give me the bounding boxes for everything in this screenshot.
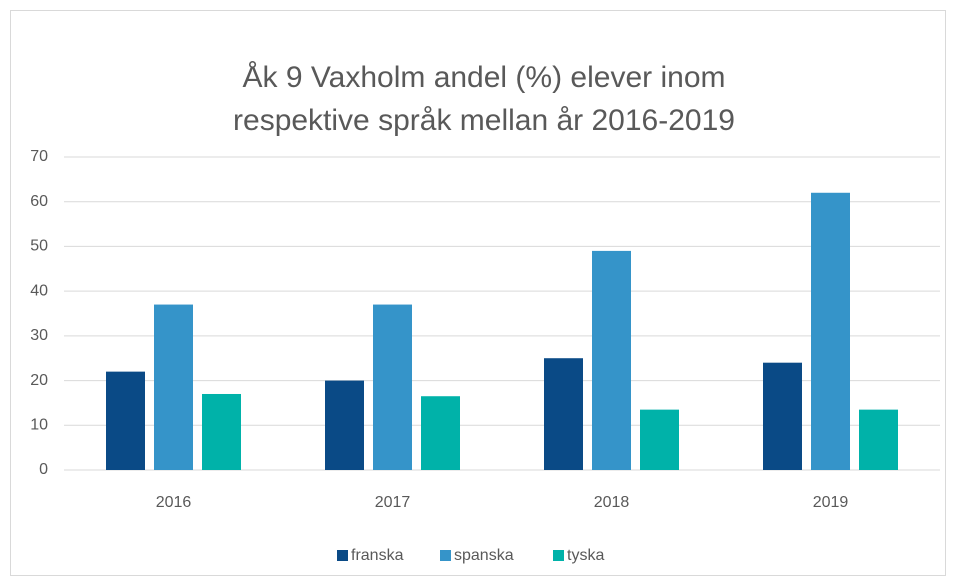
chart-title: Åk 9 Vaxholm andel (%) elever inom respe…: [233, 61, 735, 137]
legend-swatch: [440, 550, 451, 561]
bar: [859, 409, 898, 470]
chart-frame: [10, 10, 946, 576]
y-tick-label: 10: [30, 417, 48, 434]
bar: [421, 396, 460, 470]
bar: [592, 250, 631, 470]
legend-label: franska: [351, 547, 404, 564]
x-tick-label: 2017: [375, 494, 411, 511]
y-tick-label: 50: [30, 238, 48, 255]
legend-label: spanska: [454, 547, 514, 564]
y-tick-label: 0: [39, 461, 48, 478]
y-tick-label: 60: [30, 193, 48, 210]
x-tick-label: 2019: [813, 494, 849, 511]
bar: [763, 362, 802, 470]
bar: [640, 409, 679, 470]
y-tick-label: 40: [30, 282, 48, 299]
y-tick-label: 20: [30, 372, 48, 389]
bar: [202, 393, 241, 470]
bar: [373, 304, 412, 470]
bar: [811, 192, 850, 470]
y-tick-label: 30: [30, 327, 48, 344]
y-tick-label: 70: [30, 148, 48, 165]
x-tick-label: 2018: [594, 494, 630, 511]
bar: [544, 358, 583, 470]
legend-label: tyska: [567, 547, 604, 564]
x-tick-label: 2016: [156, 494, 192, 511]
bar: [325, 380, 364, 470]
legend-swatch: [337, 550, 348, 561]
legend-swatch: [553, 550, 564, 561]
bar: [154, 304, 193, 470]
bar: [106, 371, 145, 470]
